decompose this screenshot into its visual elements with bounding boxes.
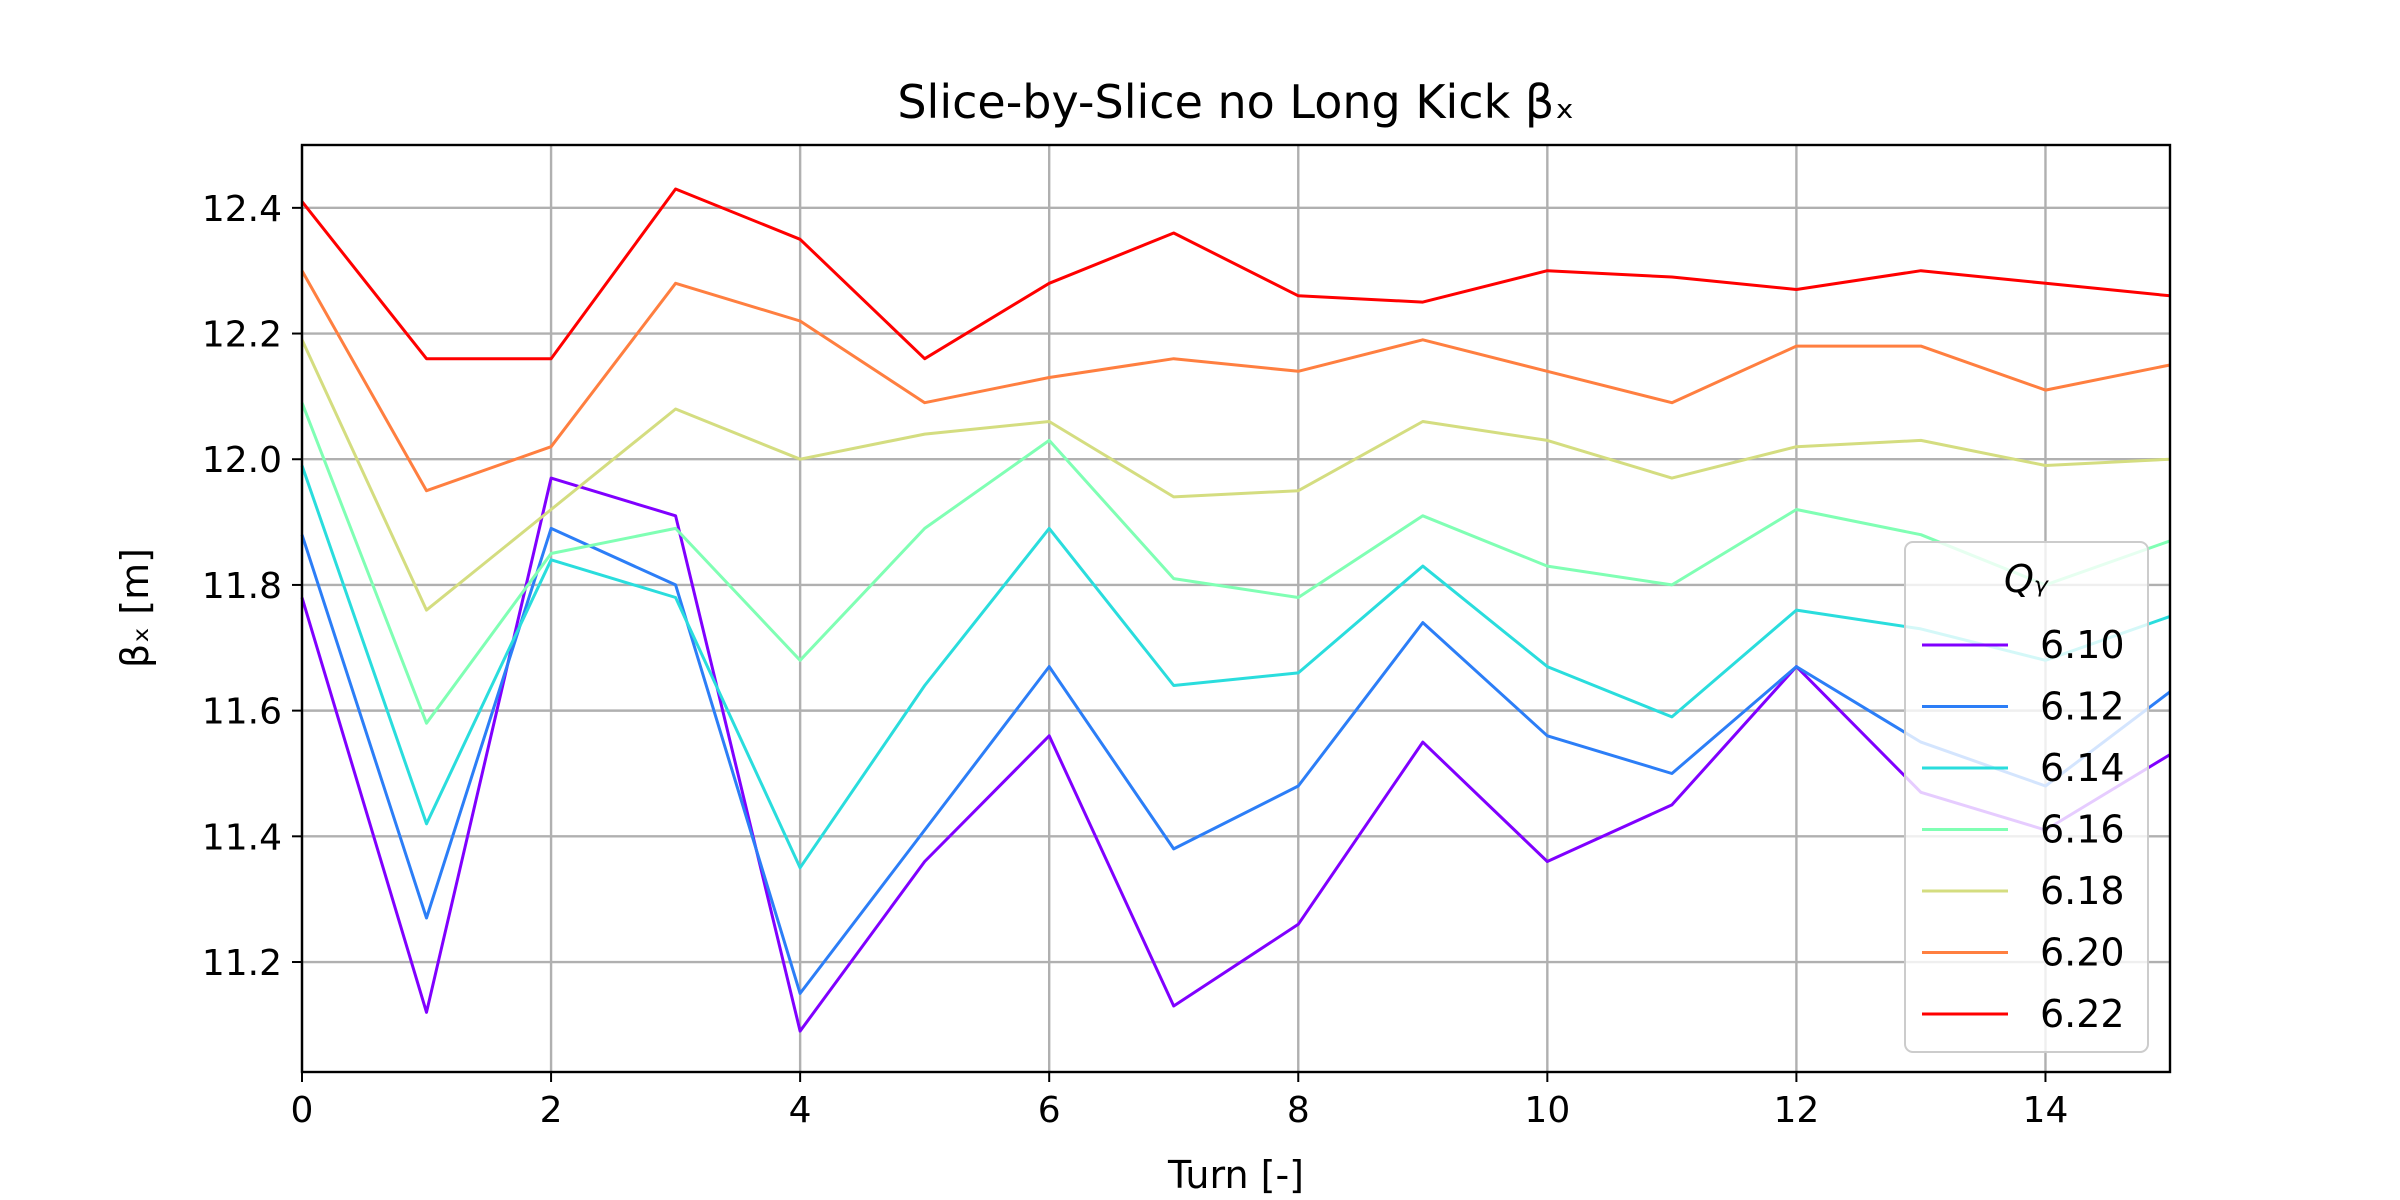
- x-axis-label: Turn [-]: [1167, 1153, 1304, 1197]
- series-line-6-20: [300, 269, 2171, 493]
- x-tick-label: 14: [2023, 1090, 2069, 1131]
- y-tick-label: 11.2: [202, 943, 282, 984]
- y-tick-label: 11.8: [202, 566, 282, 607]
- series-line-6-18: [300, 339, 2171, 612]
- plot-frame: [300, 143, 2172, 1074]
- chart-title: Slice-by-Slice no Long Kick βₓ: [897, 75, 1574, 129]
- x-tick-label: 6: [1038, 1090, 1061, 1131]
- legend-box: [1904, 541, 2149, 1053]
- legend-label: 6.18: [2040, 869, 2125, 913]
- legend-label: 6.16: [2040, 808, 2125, 852]
- x-tick-label: 8: [1287, 1090, 1310, 1131]
- y-axis-label: βₓ [m]: [113, 548, 157, 668]
- legend-label: 6.14: [2040, 746, 2125, 790]
- legend-label: 6.12: [2040, 685, 2125, 729]
- series-line-6-22: [300, 187, 2171, 361]
- y-tick-label: 12.2: [202, 315, 282, 356]
- y-tick-label: 12.0: [202, 440, 282, 481]
- y-tick-label: 11.6: [202, 692, 282, 733]
- y-tick-label: 12.4: [202, 189, 282, 230]
- y-ticks: 11.2 11.4 11.6 11.8 12.0 12.2 12.4: [202, 189, 302, 984]
- series-line-6-16: [300, 402, 2171, 725]
- legend-label: 6.10: [2040, 623, 2125, 667]
- legend-title: Qᵧ: [2004, 557, 2050, 601]
- y-tick-label: 11.4: [202, 817, 282, 858]
- grid: [300, 145, 2170, 1072]
- x-tick-label: 0: [291, 1090, 314, 1131]
- legend-label: 6.20: [2040, 931, 2125, 975]
- legend-label: 6.22: [2040, 992, 2125, 1036]
- series-line-6-14: [300, 465, 2171, 870]
- series-line-6-12: [300, 526, 2171, 995]
- x-tick-label: 12: [1773, 1090, 1819, 1131]
- x-tick-label: 4: [789, 1090, 812, 1131]
- legend: Qᵧ 6.10 6.12 6.14 6.16 6.18 6.20 6.22: [1904, 541, 2149, 1053]
- x-tick-label: 10: [1524, 1090, 1570, 1131]
- series-line-6-10: [300, 476, 2171, 1033]
- series-lines: [300, 187, 2171, 1033]
- x-ticks: 0 2 4 6 8 10 12 14: [291, 1072, 2069, 1131]
- x-tick-label: 2: [540, 1090, 563, 1131]
